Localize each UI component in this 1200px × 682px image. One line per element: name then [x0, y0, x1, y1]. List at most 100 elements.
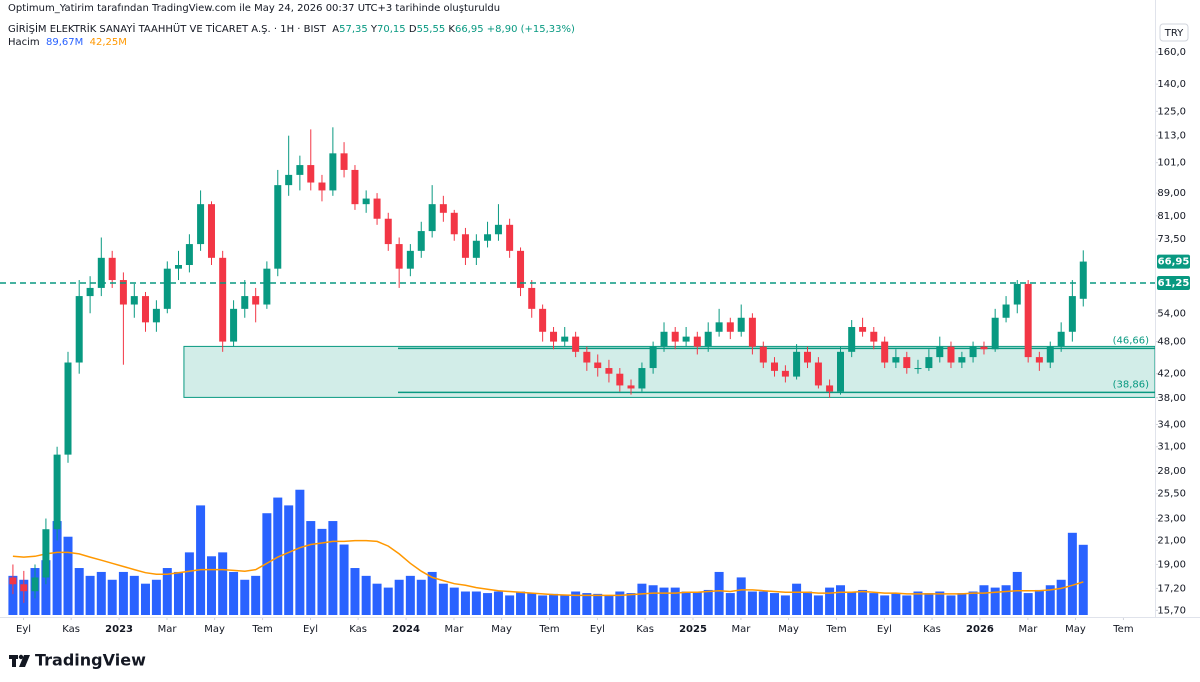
volume-bar: [835, 585, 845, 615]
symbol: GİRİŞİM ELEKTRİK SANAYİ TAAHHÜT VE TİCAR…: [8, 24, 326, 35]
candle-body: [550, 331, 558, 342]
y-tick-label: 54,00: [1157, 308, 1186, 319]
y-tick-label: 21,00: [1157, 535, 1186, 546]
candle-body: [484, 234, 492, 241]
volume-bar: [891, 593, 901, 615]
currency-box: [1159, 23, 1189, 42]
volume-bar: [63, 536, 73, 615]
volume-bar: [1023, 593, 1033, 615]
volume-bar: [957, 593, 967, 615]
volume-bar: [637, 583, 647, 615]
price-badge: [1157, 275, 1190, 290]
x-tick-label: May: [491, 624, 512, 635]
y-tick-label: 73,50: [1157, 234, 1186, 245]
volume-bar: [902, 595, 912, 615]
y-tick-label: 42,00: [1157, 369, 1186, 380]
volume-bar: [538, 595, 548, 615]
volume-bar: [692, 591, 702, 615]
volume-bar: [151, 579, 161, 615]
candle-body: [373, 198, 381, 219]
volume-bar: [162, 568, 172, 615]
volume-bar: [317, 528, 327, 615]
volume-bar: [240, 579, 250, 615]
volume-ma-line: [12, 539, 1084, 597]
candle-body: [660, 331, 668, 347]
x-tick-label: Tem: [251, 624, 272, 635]
x-tick-label: Mar: [445, 624, 465, 635]
y-tick-label: 23,00: [1157, 514, 1186, 525]
candle-body: [528, 287, 536, 309]
candle-body: [42, 529, 50, 578]
candle-body: [450, 212, 458, 235]
candle-body: [263, 268, 271, 305]
y-tick-label: 38,00: [1157, 393, 1186, 404]
candle-body: [726, 322, 734, 332]
x-tick-label: 2026: [966, 624, 994, 635]
candle-body: [428, 204, 436, 232]
volume-bar: [306, 521, 316, 615]
candle-body: [141, 296, 149, 323]
volume-bar: [460, 591, 470, 615]
candle-body: [748, 317, 756, 347]
x-tick-label: May: [1065, 624, 1086, 635]
volume-bar: [516, 591, 526, 615]
y-tick-label: 160,0: [1157, 47, 1186, 58]
candle-body: [561, 336, 569, 342]
candle-body: [881, 341, 889, 363]
volume-bar: [173, 571, 183, 615]
candle-body: [870, 331, 878, 342]
candle-body: [494, 224, 502, 235]
volume-bar: [372, 583, 382, 615]
candle-body: [1013, 283, 1021, 305]
candle-body: [781, 370, 789, 377]
candle-body: [903, 357, 911, 369]
candle-body: [958, 357, 966, 363]
brand-logo: [9, 654, 30, 667]
candle-body: [859, 327, 867, 332]
candle-body: [1079, 261, 1087, 299]
volume-bar: [582, 593, 592, 615]
credit: Optimum_Yatirim tarafından TradingView.c…: [8, 3, 501, 14]
volume-bar: [968, 591, 978, 615]
volume-bar: [505, 595, 515, 615]
volume-bar: [129, 575, 139, 615]
candle-body: [638, 368, 646, 389]
support-zone: [183, 345, 1156, 398]
volume-bar: [747, 591, 757, 615]
candle-body: [174, 265, 182, 269]
y-tick-label: 89,00: [1157, 188, 1186, 199]
candle-body: [517, 250, 525, 288]
volume-bar: [8, 575, 18, 615]
volume-bar: [218, 552, 228, 615]
ohlc-label: A: [332, 24, 340, 35]
x-tick-label: May: [778, 624, 799, 635]
y-tick-label: 81,00: [1157, 211, 1186, 222]
volume-bar: [979, 585, 989, 615]
y-tick-label: 113,0: [1157, 131, 1186, 142]
y-tick-label: 31,00: [1157, 442, 1186, 453]
candle-body: [318, 182, 326, 191]
volume-ma-last: 42,25M: [89, 37, 127, 48]
x-tick-label: Mar: [1018, 624, 1038, 635]
symbol-row: GİRİŞİM ELEKTRİK SANAYİ TAAHHÜT VE TİCAR…: [8, 24, 575, 35]
candle-body: [605, 368, 613, 374]
volume-bar: [273, 497, 283, 615]
candle-body: [572, 336, 580, 352]
candle-body: [207, 204, 215, 258]
zone-label: (46,66): [1113, 335, 1150, 346]
volume-bar: [549, 593, 559, 615]
ohlc-value: 66,95: [454, 24, 484, 35]
volume-bar: [847, 591, 857, 615]
brand: TradingView: [35, 651, 146, 670]
candle-body: [826, 385, 834, 392]
ohlc-value: 57,35: [339, 24, 368, 35]
candle-body: [417, 231, 425, 251]
volume-bar: [350, 568, 360, 615]
volume-bar: [383, 587, 393, 615]
candle-body: [439, 204, 447, 213]
candle-body: [1024, 283, 1032, 358]
volume-bar: [792, 583, 802, 615]
candle-body: [715, 322, 723, 332]
candle-body: [86, 287, 94, 297]
x-tick-label: 2025: [679, 624, 707, 635]
